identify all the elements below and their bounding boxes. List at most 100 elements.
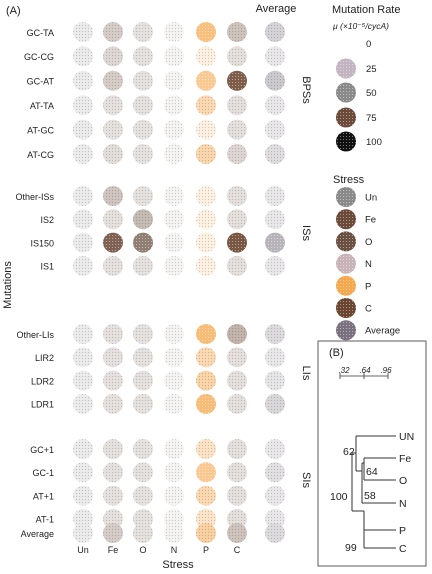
leaf-c: C	[399, 543, 407, 555]
scale-tick-1: .32	[338, 366, 350, 375]
cell-other-iss-o	[133, 186, 153, 206]
cell-gc-at-o	[133, 70, 153, 91]
column-labels: Un Fe O N P C	[77, 545, 241, 555]
cell-is2-p	[196, 209, 216, 230]
cell-at-gc-un	[73, 119, 93, 140]
row-labels: GC-TA GC-CG GC-AT AT-TA AT-GC AT-CG Other-ISs I…	[15, 28, 54, 539]
rate-legend-item-0: 0	[366, 39, 371, 50]
stress-legend-item-o: O	[336, 231, 372, 252]
cell-gc-1-n	[164, 439, 184, 459]
cell-ldr2-n	[164, 370, 184, 391]
rate-legend-item-25: 25	[336, 58, 377, 79]
cell-gc-1-o	[133, 462, 153, 483]
stress-legend-item-n: N	[336, 253, 372, 274]
row-label-average: Average	[21, 529, 54, 539]
row-label-ldr1: LDR1	[31, 400, 54, 410]
leaf-un: UN	[399, 431, 414, 443]
cell-other-iss-fe	[103, 186, 123, 206]
cell-at-1-n	[164, 485, 184, 506]
row-label-other-lis: Other-LIs	[16, 330, 54, 340]
rate-legend-label-100: 100	[366, 137, 382, 148]
cell-at-gc-n	[164, 119, 184, 140]
cell-at-cg-un	[73, 144, 93, 164]
cell-other-lis-o	[133, 324, 153, 344]
cell-gc-ta-p	[196, 22, 216, 42]
cell-ldr1-c	[227, 393, 247, 414]
cell-at-ta-average	[265, 95, 285, 116]
cell-ldr2-average	[265, 370, 285, 391]
cell-ldr1-un	[73, 393, 93, 414]
cell-at-ta-p	[196, 95, 216, 116]
cell-gc-at-average	[265, 70, 285, 91]
cell-at-cg-o	[133, 144, 153, 164]
cell-is150-c	[227, 232, 247, 253]
rate-legend-title: Mutation Rate	[332, 4, 400, 16]
row-label-gc-1: GC-1	[32, 468, 54, 478]
cell-ldr2-o	[133, 370, 153, 391]
cell-at-gc-p	[196, 119, 216, 140]
cell-at-ta-fe	[103, 95, 123, 116]
cell-gc-cg-p	[196, 46, 216, 67]
cell-lir2-average	[265, 347, 285, 368]
cell-gc-cg-o	[133, 46, 153, 67]
stress-legend-item-c: C	[336, 298, 372, 318]
cell-at-ta-n	[164, 95, 184, 116]
row-label-at-1: AT+1	[33, 491, 54, 501]
row-label-gc-1: GC+1	[30, 445, 54, 455]
column-label-fe: Fe	[108, 545, 119, 555]
cell-gc-1-n	[164, 462, 184, 483]
cell-average-o	[133, 523, 153, 543]
cell-at-1-c	[227, 508, 247, 529]
support-100: 100	[330, 491, 348, 503]
cell-is1-c	[227, 255, 247, 276]
cell-gc-at-un	[73, 70, 93, 91]
cell-gc-ta-fe	[103, 22, 123, 42]
panel-a-label: (A)	[6, 5, 21, 17]
rate-legend-unit: μ (×10⁻⁵/cycA)	[332, 21, 389, 31]
stress-legend-title: Stress	[333, 174, 365, 186]
stress-legend-item-p: P	[336, 275, 371, 296]
dendrogram-frame	[317, 340, 427, 567]
cell-is150-p	[196, 232, 216, 253]
cell-ldr1-p	[196, 393, 216, 414]
cell-gc-cg-un	[73, 46, 93, 67]
cell-at-1-un	[73, 485, 93, 506]
cell-is1-average	[265, 255, 285, 276]
cell-is2-n	[164, 209, 184, 230]
cell-average-average	[265, 523, 285, 543]
column-label-p: P	[203, 545, 209, 555]
cell-at-ta-o	[133, 95, 153, 116]
cell-gc-cg-fe	[103, 46, 123, 67]
cell-other-lis-average	[265, 324, 285, 344]
row-label-is2: IS2	[40, 215, 54, 225]
cell-other-iss-n	[164, 186, 184, 206]
cell-gc-at-p	[196, 70, 216, 91]
cell-ldr1-average	[265, 393, 285, 414]
cell-at-1-p	[196, 508, 216, 529]
row-label-is1: IS1	[40, 262, 54, 272]
cell-at-gc-o	[133, 119, 153, 140]
cell-gc-1-fe	[103, 439, 123, 459]
cell-is150-average	[265, 232, 285, 253]
cell-is2-fe	[103, 209, 123, 230]
row-label-at-1: AT-1	[36, 515, 54, 525]
cell-is2-average	[265, 209, 285, 230]
row-label-gc-at: GC-AT	[27, 77, 55, 87]
stress-legend-label-p: P	[365, 281, 371, 292]
cell-ldr2-fe	[103, 370, 123, 391]
cell-gc-ta-c	[227, 22, 247, 42]
cell-at-ta-un	[73, 95, 93, 116]
x-axis-label: Stress	[162, 559, 194, 571]
row-label-at-gc: AT-GC	[27, 125, 54, 135]
cell-ldr1-n	[164, 393, 184, 414]
column-label-c: C	[234, 545, 241, 555]
cell-gc-at-c	[227, 70, 247, 91]
support-58: 58	[364, 490, 376, 502]
cell-gc-1-p	[196, 462, 216, 483]
row-label-gc-ta: GC-TA	[27, 28, 54, 38]
group-label-sis: SIs	[300, 472, 312, 488]
panel-b-label: (B)	[329, 347, 344, 359]
cell-at-cg-c	[227, 144, 247, 164]
cell-is150-fe	[103, 232, 123, 253]
